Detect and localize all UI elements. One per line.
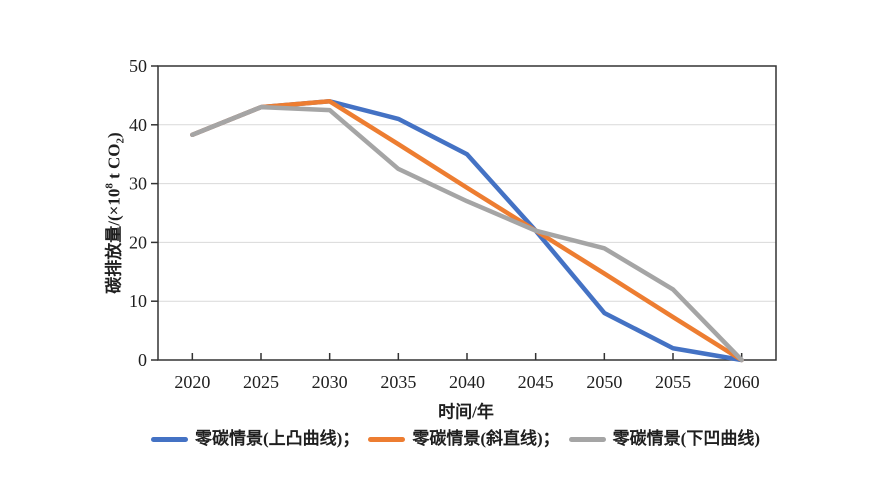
y-tick-label: 20 xyxy=(129,232,147,252)
legend-label: 零碳情景(上凸曲线)； xyxy=(195,429,360,448)
legend-item-convex: 零碳情景(上凸曲线)； xyxy=(151,430,359,448)
legend-item-straight: 零碳情景(斜直线)； xyxy=(368,429,560,448)
series-line-straight xyxy=(190,99,744,363)
x-tick-label: 2045 xyxy=(518,372,554,392)
legend-label: 零碳情景(斜直线)； xyxy=(412,429,560,448)
y-tick-label: 50 xyxy=(129,56,147,76)
x-axis-title: 时间/年 xyxy=(438,402,494,422)
x-tick-label: 2030 xyxy=(312,372,348,392)
legend-line-swatch-blue xyxy=(151,436,188,442)
y-axis-title-text: 碳排放量/(×10 xyxy=(104,188,124,294)
y-tick-label: 0 xyxy=(138,350,147,370)
y-tick-label: 10 xyxy=(129,291,147,311)
y-tick-label: 40 xyxy=(129,115,147,135)
series-line-concave xyxy=(190,104,744,363)
y-axis-title: 碳排放量/(×108 t CO2) xyxy=(99,132,127,294)
series-line-convex xyxy=(190,99,744,363)
x-tick-label: 2020 xyxy=(174,372,210,392)
y-axis-title-unit: t CO xyxy=(104,143,124,184)
chart-legend: 零碳情景(上凸曲线)； 零碳情景(斜直线)； 零碳情景(下凹曲线) xyxy=(151,430,760,448)
legend-item-concave: 零碳情景(下凹曲线) xyxy=(568,429,760,448)
x-tick-label: 2035 xyxy=(380,372,416,392)
y-tick-label: 30 xyxy=(129,174,147,194)
y-axis-title-subscript: 2 xyxy=(114,137,127,144)
x-tick-label: 2050 xyxy=(586,372,622,392)
x-tick-label: 2040 xyxy=(449,372,485,392)
legend-line-swatch-orange xyxy=(368,436,406,442)
y-axis-title-close: ) xyxy=(104,132,124,138)
y-axis-title-superscript: 8 xyxy=(103,183,116,189)
x-tick-label: 2055 xyxy=(655,372,691,392)
legend-line-swatch-gray xyxy=(568,436,606,442)
x-tick-label: 2060 xyxy=(724,372,760,392)
legend-label: 零碳情景(下凹曲线) xyxy=(612,429,760,448)
x-tick-label: 2025 xyxy=(243,372,279,392)
